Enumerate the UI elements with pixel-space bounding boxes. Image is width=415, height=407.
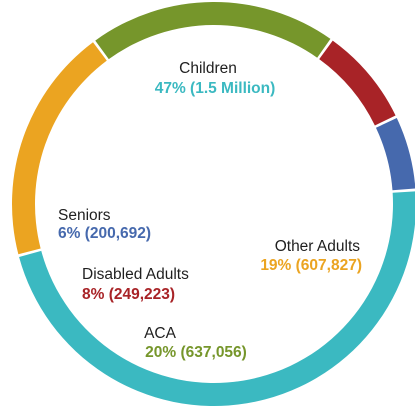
label-disabled-adults-name: Disabled Adults: [82, 266, 189, 283]
label-children-value: 47% (1.5 Million): [155, 80, 276, 97]
label-disabled-adults-value: 8% (249,223): [82, 286, 175, 303]
label-aca-value: 20% (637,056): [145, 344, 247, 361]
label-aca-name: ACA: [144, 325, 177, 342]
label-seniors-value: 6% (200,692): [58, 225, 151, 242]
slice-seniors: [375, 117, 415, 191]
label-other-adults-value: 19% (607,827): [260, 257, 362, 274]
slice-aca: [95, 1, 331, 60]
slice-other-adults: [11, 42, 107, 255]
slice-labels: Children 47% (1.5 Million) Seniors 6% (2…: [58, 60, 362, 361]
label-children-name: Children: [179, 60, 237, 77]
slice-children: [19, 191, 415, 406]
label-other-adults-name: Other Adults: [275, 238, 361, 255]
donut-slices: [11, 1, 415, 406]
label-seniors-name: Seniors: [58, 207, 111, 224]
slice-disabled-adults: [319, 40, 396, 126]
